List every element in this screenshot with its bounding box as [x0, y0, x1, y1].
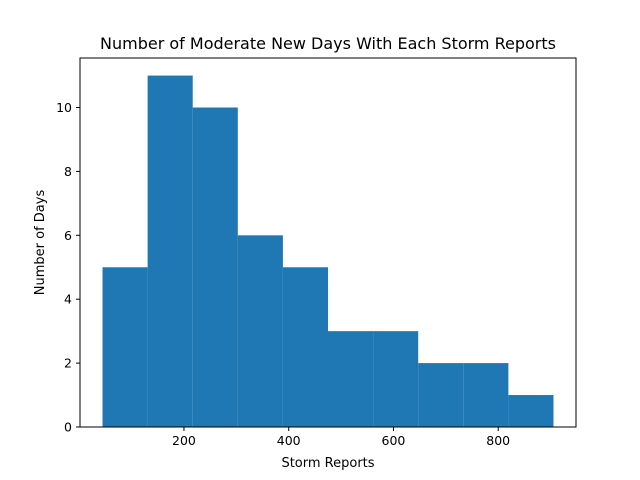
histogram-bar	[373, 331, 419, 427]
y-axis: 0 2 4 6 8 10	[56, 100, 80, 435]
y-tick-label: 4	[64, 292, 72, 307]
histogram-bar	[192, 107, 238, 428]
histogram-bar	[328, 331, 374, 427]
x-axis-label: Storm Reports	[281, 456, 374, 471]
x-tick-label: 600	[382, 433, 406, 448]
y-tick-label: 0	[64, 420, 72, 435]
histogram-bar	[463, 363, 509, 427]
histogram-bar	[147, 75, 193, 428]
histogram-bar	[282, 267, 328, 427]
x-tick-label: 800	[486, 433, 510, 448]
y-tick-label: 6	[64, 228, 72, 243]
chart-title: Number of Moderate New Days With Each St…	[100, 34, 556, 53]
histogram-bar	[237, 235, 283, 427]
y-axis-label: Number of Days	[33, 190, 48, 296]
x-axis: 200 400 600 800	[172, 427, 510, 448]
y-tick-label: 2	[64, 356, 72, 371]
bars-group	[102, 75, 554, 428]
y-tick-label: 10	[56, 100, 72, 115]
histogram-bar	[418, 363, 464, 427]
histogram-bar	[508, 395, 554, 427]
histogram-bar	[102, 267, 148, 427]
y-tick-label: 8	[64, 164, 72, 179]
x-tick-label: 400	[277, 433, 301, 448]
plot-frame	[79, 57, 577, 428]
x-tick-label: 200	[172, 433, 196, 448]
